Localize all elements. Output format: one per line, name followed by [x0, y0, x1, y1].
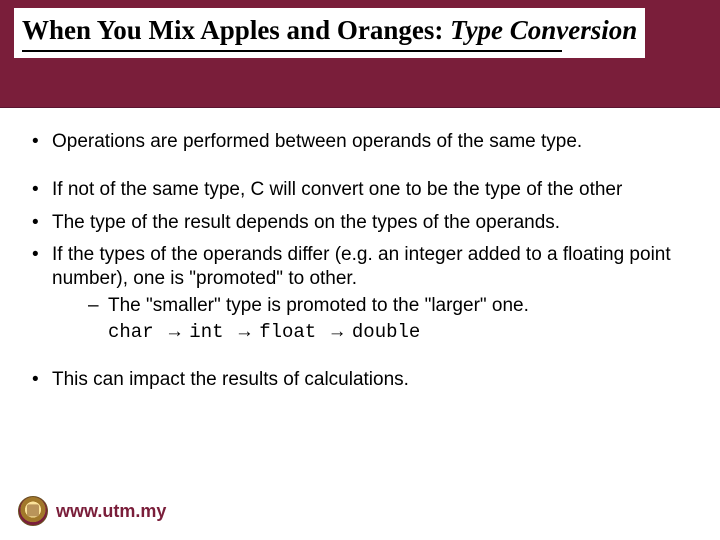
- slide-header: When You Mix Apples and Oranges: Type Co…: [0, 0, 720, 108]
- title-box: When You Mix Apples and Oranges: Type Co…: [14, 8, 645, 58]
- arrow-icon: →: [235, 321, 259, 342]
- bullet-item: The type of the result depends on the ty…: [24, 211, 696, 235]
- bullet-text: If the types of the operands differ (e.g…: [52, 244, 671, 289]
- bullet-item: If the types of the operands differ (e.g…: [24, 243, 696, 344]
- footer-url: www.utm.my: [56, 501, 166, 522]
- title-plain: When You Mix Apples and Oranges:: [22, 15, 450, 45]
- bullet-text: The type of the result depends on the ty…: [52, 212, 560, 233]
- slide-footer: www.utm.my: [18, 496, 166, 526]
- chain-int: int: [189, 321, 223, 343]
- utm-crest-icon: [18, 496, 48, 526]
- bullet-text: If not of the same type, C will convert …: [52, 179, 622, 200]
- title-italic: Type Conversion: [450, 15, 637, 45]
- bullet-text: This can impact the results of calculati…: [52, 369, 409, 390]
- type-chain: char → int → float → double: [52, 320, 696, 344]
- arrow-icon: →: [328, 321, 352, 342]
- bullet-item: Operations are performed between operand…: [24, 130, 696, 154]
- sub-bullet-text: The "smaller" type is promoted to the "l…: [108, 295, 529, 316]
- sub-bullet: The "smaller" type is promoted to the "l…: [52, 294, 696, 318]
- slide-body: Operations are performed between operand…: [0, 108, 720, 393]
- slide-title: When You Mix Apples and Oranges: Type Co…: [22, 14, 637, 52]
- title-underline: [22, 50, 562, 52]
- arrow-icon: →: [165, 321, 189, 342]
- bullet-item: If not of the same type, C will convert …: [24, 178, 696, 202]
- chain-char: char: [108, 321, 154, 343]
- bullet-item: This can impact the results of calculati…: [24, 368, 696, 392]
- bullet-text: Operations are performed between operand…: [52, 131, 582, 152]
- chain-double: double: [352, 321, 420, 343]
- chain-float: float: [259, 321, 316, 343]
